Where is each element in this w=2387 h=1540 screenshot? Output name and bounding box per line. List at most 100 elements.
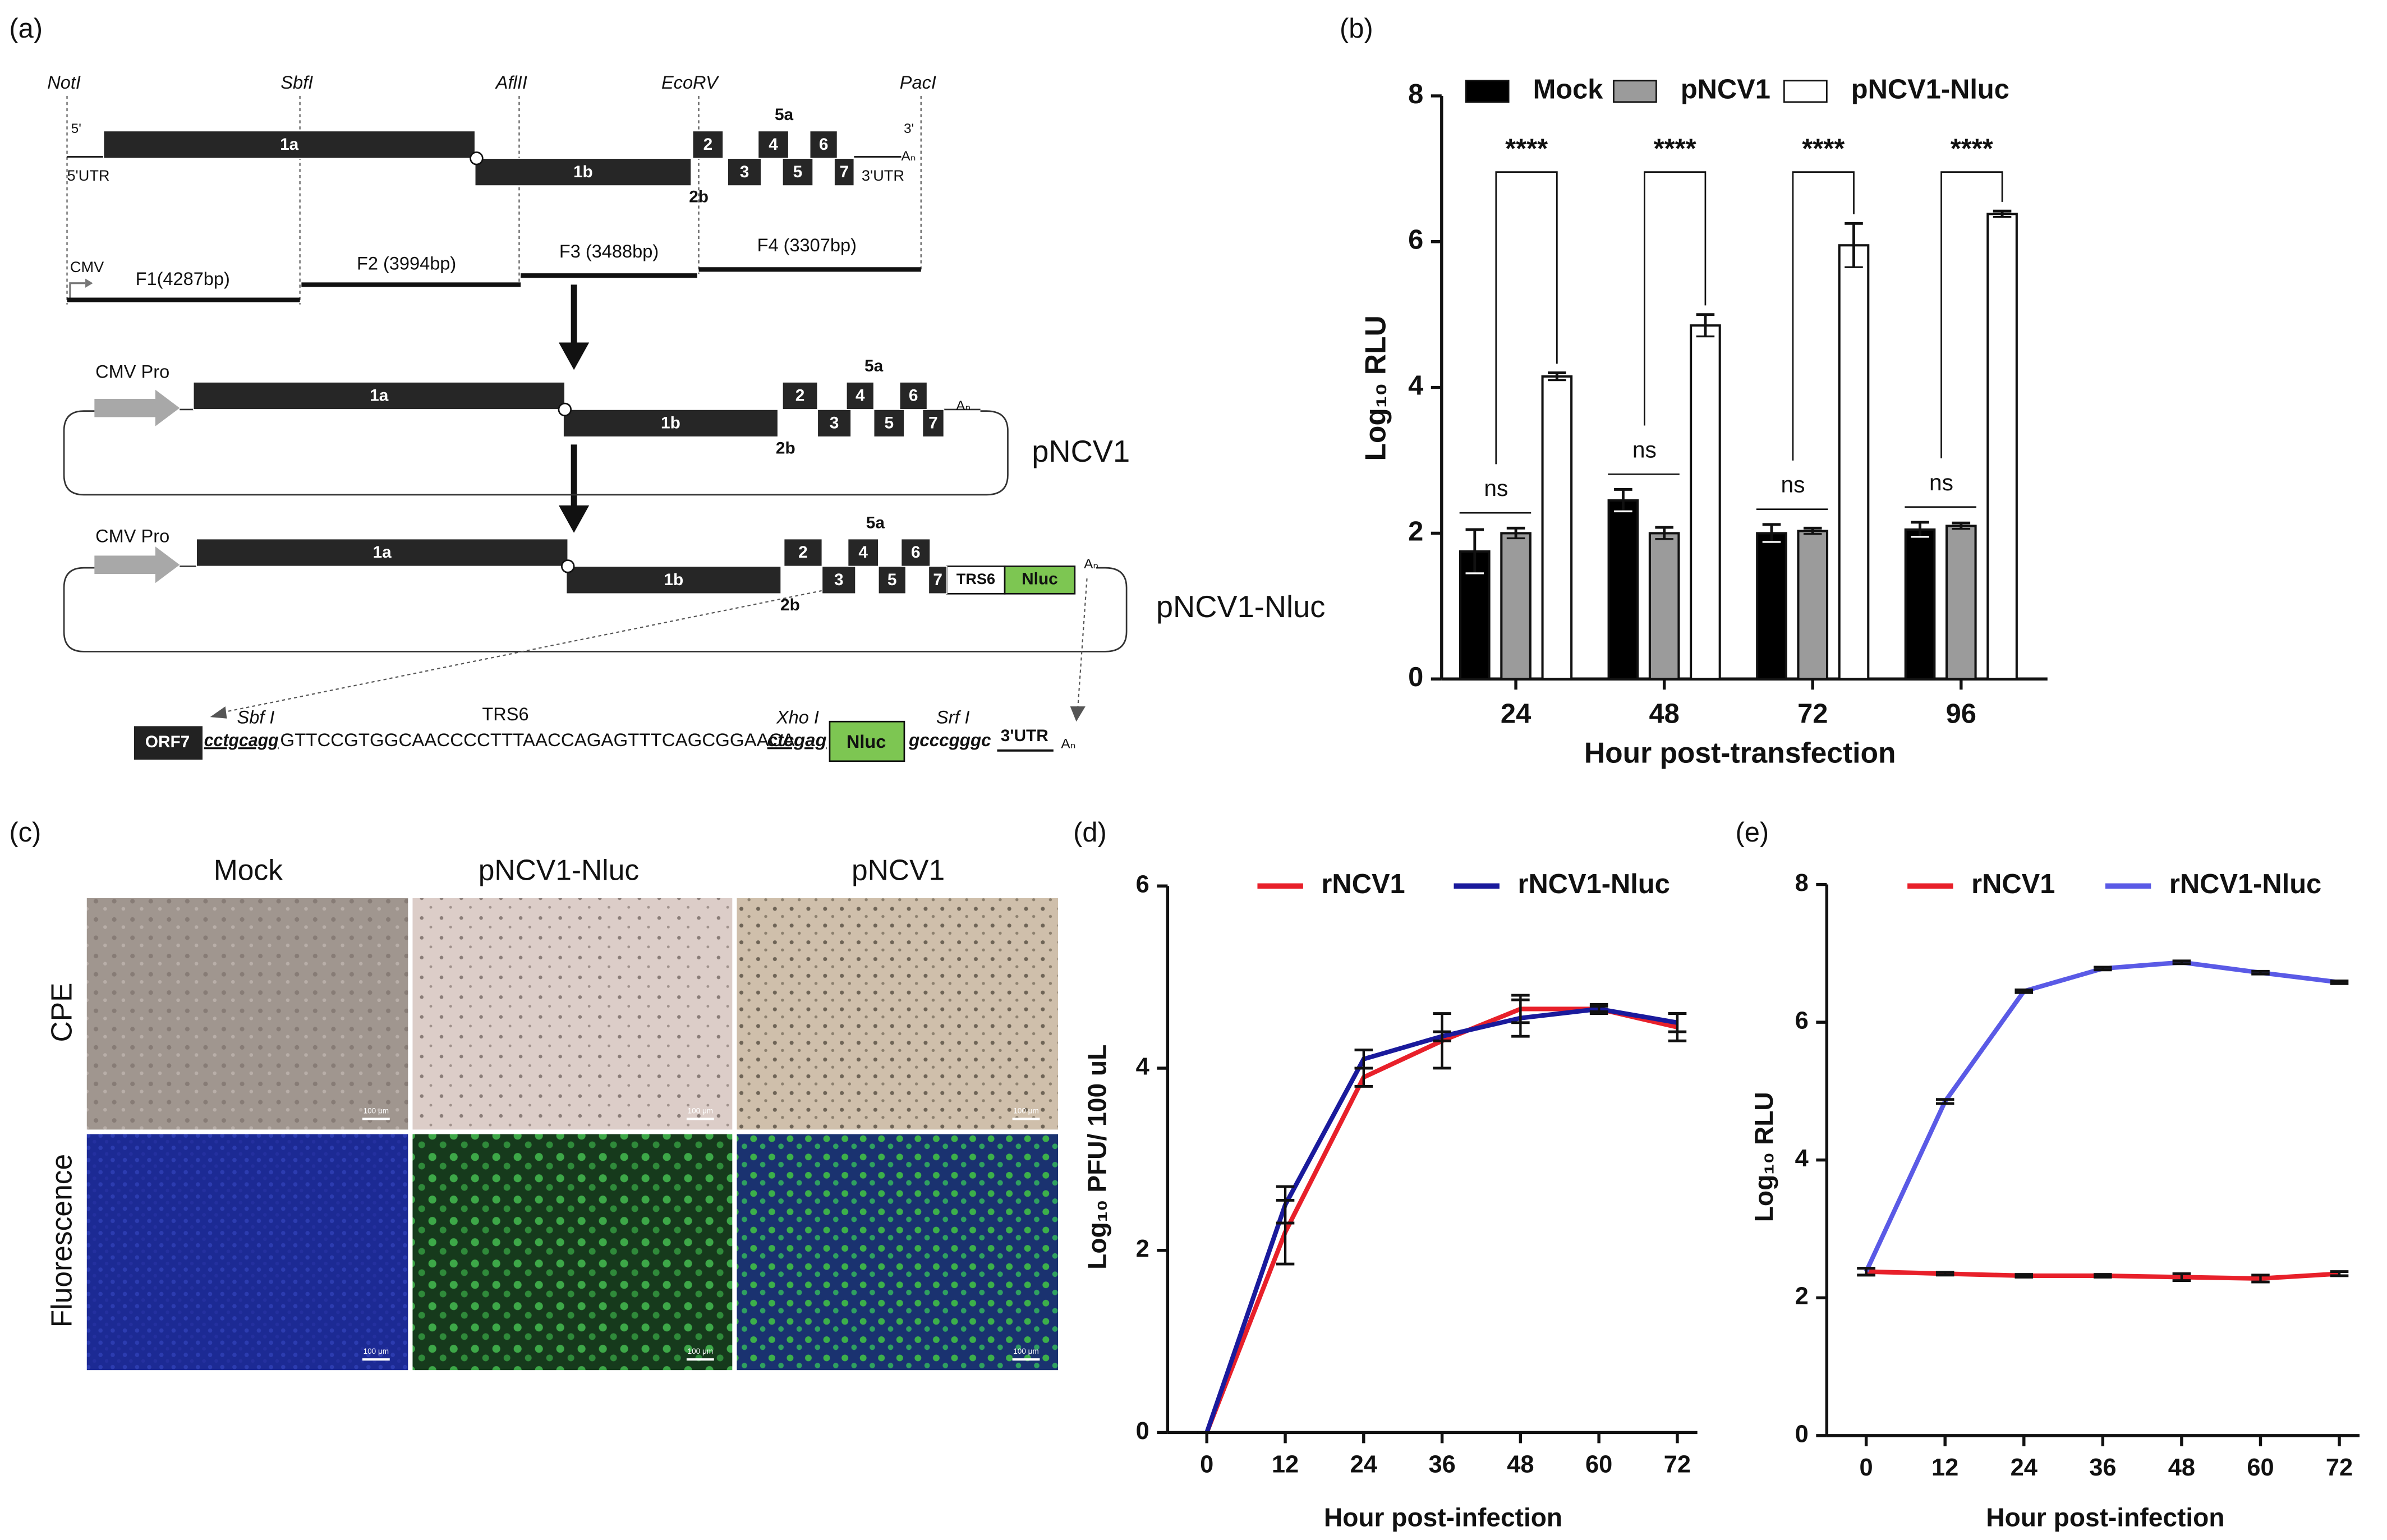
y-tick-label: 0 [1136,1418,1149,1445]
plasmid-name: pNCV1-Nluc [1156,590,1326,624]
x-tick-label: 72 [1797,698,1828,729]
callout-arrow [1077,578,1088,708]
y-tick-label: 8 [1408,79,1423,109]
significance-label: **** [1654,134,1696,164]
micrograph [86,1134,408,1371]
orf-box [134,726,203,760]
orf-label: 6 [909,387,918,405]
callout-arrow [1070,706,1086,722]
orf-label: 4 [858,543,868,562]
orf-label: 4 [856,387,865,405]
orf-box [809,130,838,159]
x-tick-label: 0 [1860,1454,1873,1481]
orf-label: 5a [775,105,794,124]
orf-box [877,566,907,595]
trs-label: TRS6 [482,704,528,724]
legend-label: pNCV1 [1681,75,1770,105]
x-tick-label: 60 [1585,1451,1612,1478]
orf-box [899,381,928,410]
row-label: Fluorescence [45,1154,78,1327]
orf-box [922,409,945,438]
micrograph [412,898,733,1130]
panel-label: (c) [9,817,41,848]
orf-box [692,130,724,159]
bar [1756,532,1787,681]
panel-label: (a) [9,13,43,44]
cmv-label: CMV [70,258,104,275]
x-tick-label: 24 [1501,698,1531,729]
orf-box [900,538,931,567]
end-label: 3' [904,121,914,136]
scale-bar-label: 100 μm [364,1347,389,1355]
x-tick-label: 48 [1507,1451,1534,1478]
comparison-label: ns [1929,470,1953,495]
orf-box [847,538,879,567]
orf-box [834,158,855,186]
significance-label: **** [1951,134,1993,164]
x-tick-label: 24 [1350,1451,1377,1478]
legend-label: rNCV1-Nluc [1517,869,1669,899]
x-tick-label: 48 [2168,1454,2195,1481]
orf-label: 1a [280,135,299,154]
orf-box [873,409,905,438]
y-tick-label: 6 [1136,871,1149,898]
legend-swatch [1613,80,1657,103]
bar [1838,244,1870,681]
site-sequence: cctgcagg [204,730,279,750]
orf-label: 3 [834,571,844,589]
y-axis-label: Log₁₀ RLU [1749,1092,1778,1222]
column-label: pNCV1-Nluc [479,853,639,886]
callout-arrow [222,590,822,713]
plasmid-name: pNCV1 [1032,434,1130,468]
series-line [1204,1006,1678,1433]
y-tick-label: 4 [1136,1053,1149,1080]
significance-label: **** [1802,134,1845,164]
construct-diagram: NotI SbfI AflII EcoRV PacI 5' 5'UTR 3' 3… [47,72,1326,762]
row-label: CPE [45,982,78,1042]
orf-label: 5 [793,163,803,181]
orf-box [757,130,789,159]
orf-label: 1b [573,163,593,181]
x-tick-label: 0 [1200,1451,1213,1478]
promoter-label: CMV Pro [95,361,169,381]
orf-label: 7 [933,571,942,589]
orf-label: 5a [866,513,885,532]
orf-box [782,381,818,410]
orf-box [196,538,569,567]
polya-label: Aₙ [1084,557,1098,572]
y-axis-label: Log₁₀ PFU/ 100 uL [1082,1045,1111,1270]
orf-label: 2b [689,188,709,206]
comparison-label: ns [1781,472,1805,498]
orf-label: 1b [664,571,683,589]
y-tick-label: 8 [1795,870,1809,897]
series-line [1864,960,2340,1273]
polya-label: Aₙ [956,398,971,413]
trs-label: TRS6 [956,570,995,587]
orf-label: 1b [661,414,680,433]
scale-bar-label: 100 μm [1013,1347,1038,1355]
significance-bracket [1940,171,2003,458]
x-tick-label: 72 [2326,1454,2353,1481]
panel-label: (e) [1736,817,1769,848]
bar [1648,532,1680,681]
fragment-label: F4 (3307bp) [757,235,857,255]
orf-label: 7 [839,163,849,181]
legend-swatch [1783,80,1828,103]
micrograph [86,898,408,1130]
y-axis-label: Log₁₀ RLU [1359,315,1391,461]
significance-bracket [1644,171,1707,426]
x-axis-label: Hour post-infection [1986,1502,2224,1532]
site-sequence: gcccgggc [908,730,991,750]
promoter-arrow [94,389,180,426]
y-tick-label: 4 [1795,1145,1809,1172]
end-label: 5' [71,121,81,136]
bar [1945,525,1977,681]
bar [1500,532,1531,681]
orf-box [565,566,781,595]
scale-bar-label: 100 μm [1013,1106,1038,1115]
cmv-arrow [85,278,93,288]
y-tick-label: 4 [1408,370,1423,401]
orf-box [192,381,565,410]
orf-label: 2b [780,596,800,614]
